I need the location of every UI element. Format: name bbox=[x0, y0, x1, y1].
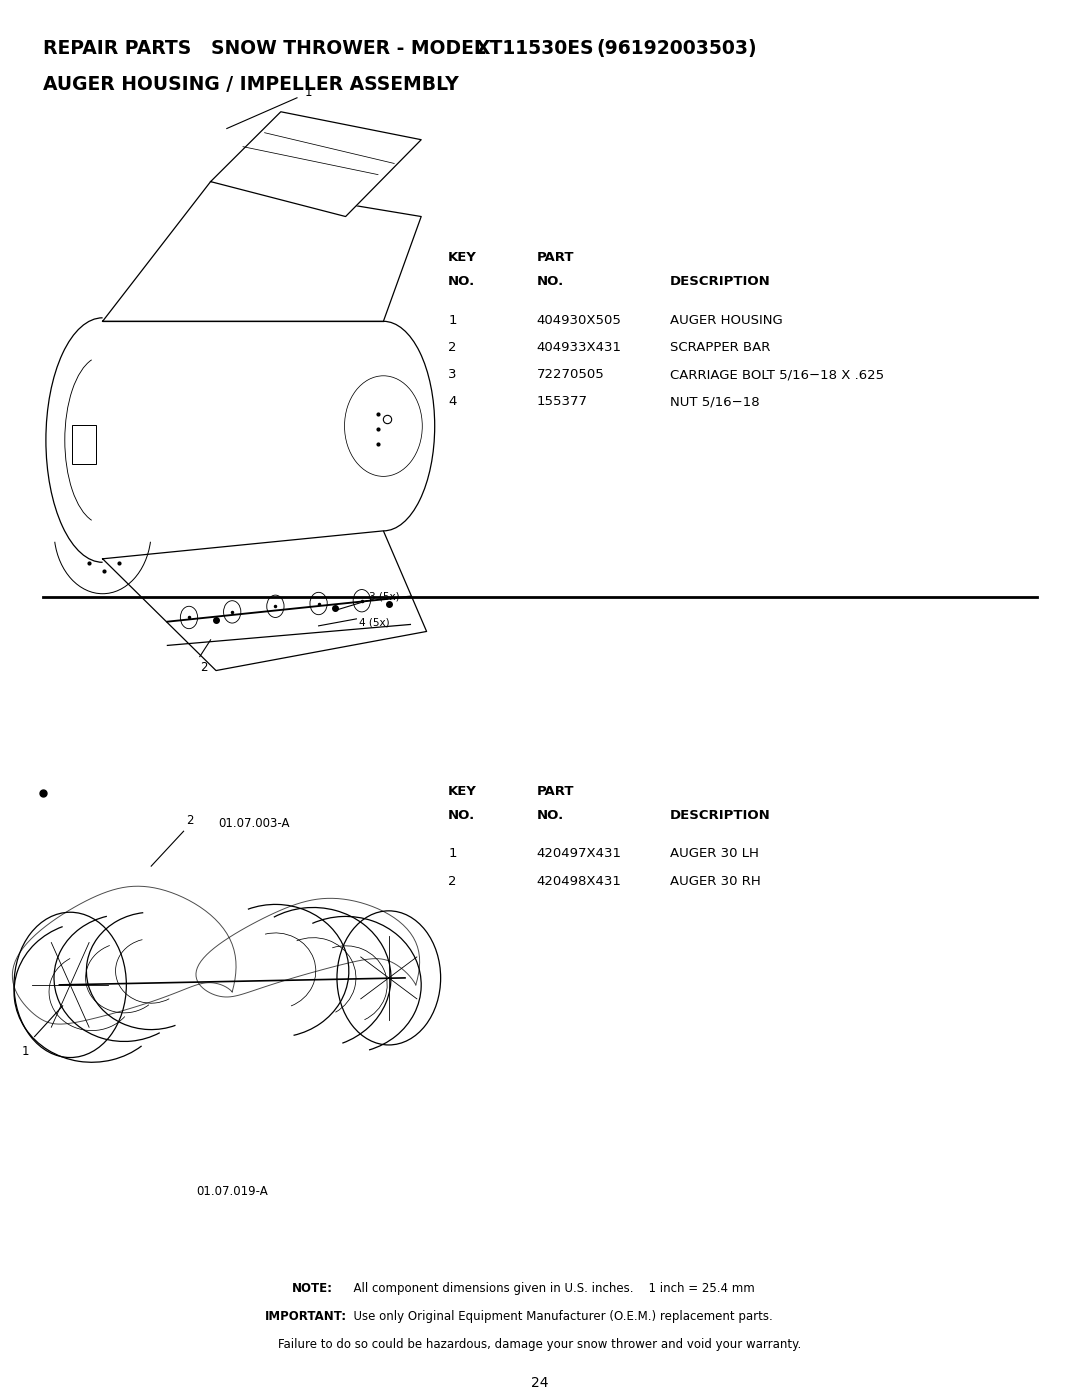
Text: NO.: NO. bbox=[448, 809, 475, 821]
Text: All component dimensions given in U.S. inches.    1 inch = 25.4 mm: All component dimensions given in U.S. i… bbox=[346, 1282, 754, 1295]
Text: NO.: NO. bbox=[537, 275, 564, 288]
Text: 01.07.019-A: 01.07.019-A bbox=[197, 1185, 268, 1197]
Text: KEY: KEY bbox=[448, 785, 477, 798]
Text: 1: 1 bbox=[305, 85, 312, 99]
Text: AUGER HOUSING: AUGER HOUSING bbox=[670, 314, 782, 327]
Text: SCRAPPER BAR: SCRAPPER BAR bbox=[670, 341, 770, 353]
Text: 2: 2 bbox=[186, 814, 193, 827]
Text: (96192003503): (96192003503) bbox=[596, 39, 757, 59]
Text: 3 (5x): 3 (5x) bbox=[369, 591, 400, 602]
Text: DESCRIPTION: DESCRIPTION bbox=[670, 275, 770, 288]
Text: 4: 4 bbox=[448, 395, 457, 408]
Text: 1: 1 bbox=[22, 1045, 29, 1058]
Text: 155377: 155377 bbox=[537, 395, 588, 408]
Text: 24: 24 bbox=[531, 1376, 549, 1390]
Text: 2: 2 bbox=[448, 875, 457, 887]
Text: 1: 1 bbox=[448, 314, 457, 327]
Text: NO.: NO. bbox=[537, 809, 564, 821]
Text: 2: 2 bbox=[200, 661, 207, 673]
Text: 3: 3 bbox=[448, 369, 457, 381]
Text: AUGER HOUSING / IMPELLER ASSEMBLY: AUGER HOUSING / IMPELLER ASSEMBLY bbox=[43, 75, 459, 95]
Text: Failure to do so could be hazardous, damage your snow thrower and void your warr: Failure to do so could be hazardous, dam… bbox=[279, 1338, 801, 1351]
Text: NOTE:: NOTE: bbox=[292, 1282, 333, 1295]
Text: DESCRIPTION: DESCRIPTION bbox=[670, 809, 770, 821]
Text: 4 (5x): 4 (5x) bbox=[359, 617, 389, 627]
Text: PART: PART bbox=[537, 251, 575, 264]
Text: 2: 2 bbox=[448, 341, 457, 353]
Text: 420498X431: 420498X431 bbox=[537, 875, 622, 887]
Text: IMPORTANT:: IMPORTANT: bbox=[265, 1310, 347, 1323]
Text: SNOW THROWER - MODEL: SNOW THROWER - MODEL bbox=[211, 39, 492, 59]
Text: CARRIAGE BOLT 5/16−18 X .625: CARRIAGE BOLT 5/16−18 X .625 bbox=[670, 369, 883, 381]
Text: 420497X431: 420497X431 bbox=[537, 847, 622, 861]
Text: NUT 5/16−18: NUT 5/16−18 bbox=[670, 395, 759, 408]
Text: AUGER 30 RH: AUGER 30 RH bbox=[670, 875, 760, 887]
Polygon shape bbox=[211, 112, 421, 217]
Text: 404933X431: 404933X431 bbox=[537, 341, 622, 353]
Text: PART: PART bbox=[537, 785, 575, 798]
Text: 72270505: 72270505 bbox=[537, 369, 605, 381]
Text: REPAIR PARTS: REPAIR PARTS bbox=[43, 39, 191, 59]
Text: 1: 1 bbox=[448, 847, 457, 861]
Text: 404930X505: 404930X505 bbox=[537, 314, 622, 327]
Text: NO.: NO. bbox=[448, 275, 475, 288]
Text: AUGER 30 LH: AUGER 30 LH bbox=[670, 847, 758, 861]
Text: Use only Original Equipment Manufacturer (O.E.M.) replacement parts.: Use only Original Equipment Manufacturer… bbox=[346, 1310, 772, 1323]
Text: KEY: KEY bbox=[448, 251, 477, 264]
Text: 01.07.003-A: 01.07.003-A bbox=[218, 817, 289, 830]
Text: XT11530ES: XT11530ES bbox=[475, 39, 594, 59]
